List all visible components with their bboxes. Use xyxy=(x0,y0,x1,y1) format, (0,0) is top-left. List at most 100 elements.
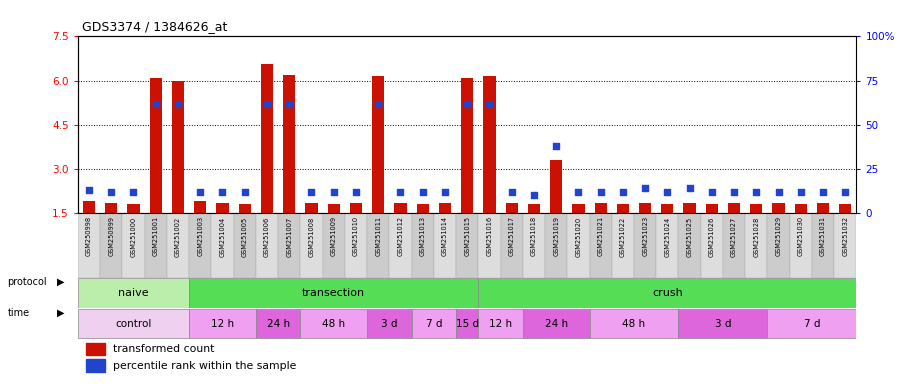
Text: 3 d: 3 d xyxy=(381,319,398,329)
Bar xyxy=(478,278,856,308)
Text: 24 h: 24 h xyxy=(545,319,568,329)
Text: GSM251010: GSM251010 xyxy=(353,216,359,257)
Text: GSM251027: GSM251027 xyxy=(731,216,737,257)
Point xyxy=(104,189,118,195)
Bar xyxy=(590,213,612,278)
Bar xyxy=(86,359,105,372)
Point xyxy=(282,101,297,107)
Bar xyxy=(701,213,723,278)
Bar xyxy=(328,204,340,213)
Bar xyxy=(194,201,206,213)
Bar xyxy=(594,203,606,213)
Bar xyxy=(523,213,545,278)
Bar xyxy=(612,213,634,278)
Bar xyxy=(545,213,567,278)
Bar xyxy=(127,204,139,213)
Point xyxy=(616,189,630,195)
Text: 7 d: 7 d xyxy=(803,319,820,329)
Bar xyxy=(105,203,117,213)
Bar xyxy=(750,204,762,213)
Bar xyxy=(634,213,656,278)
Point xyxy=(460,101,474,107)
Point xyxy=(170,101,185,107)
Text: ▶: ▶ xyxy=(57,277,64,287)
Bar xyxy=(234,213,256,278)
Bar xyxy=(149,78,162,213)
Bar xyxy=(639,203,651,213)
Bar xyxy=(283,75,295,213)
Bar xyxy=(394,203,407,213)
Text: 24 h: 24 h xyxy=(267,319,289,329)
Point xyxy=(505,189,519,195)
Bar xyxy=(523,309,590,338)
Bar xyxy=(238,204,251,213)
Text: transformed count: transformed count xyxy=(113,344,214,354)
Bar xyxy=(261,65,273,213)
Text: GSM251028: GSM251028 xyxy=(753,216,759,257)
Bar xyxy=(78,309,189,338)
Bar xyxy=(723,213,746,278)
Bar xyxy=(590,309,679,338)
Point xyxy=(237,189,252,195)
Text: GSM250999: GSM250999 xyxy=(108,216,114,257)
Point xyxy=(482,101,496,107)
Text: GSM251025: GSM251025 xyxy=(687,216,692,257)
Point xyxy=(349,189,364,195)
Bar xyxy=(367,213,389,278)
Text: GSM251011: GSM251011 xyxy=(376,216,381,257)
Point xyxy=(682,185,697,192)
Text: GSM251001: GSM251001 xyxy=(153,216,158,257)
Point xyxy=(415,189,430,195)
Bar xyxy=(256,213,278,278)
Bar xyxy=(834,213,856,278)
Text: GSM251017: GSM251017 xyxy=(508,216,515,257)
Bar xyxy=(456,213,478,278)
Bar xyxy=(506,203,518,213)
Point xyxy=(571,189,585,195)
Bar xyxy=(616,204,629,213)
Text: GSM251031: GSM251031 xyxy=(820,216,826,257)
Bar xyxy=(372,76,385,213)
Bar xyxy=(189,309,256,338)
Bar xyxy=(500,213,523,278)
Text: 3 d: 3 d xyxy=(714,319,731,329)
Text: GSM251026: GSM251026 xyxy=(709,216,714,257)
Point xyxy=(215,189,230,195)
Text: GSM251000: GSM251000 xyxy=(130,216,136,257)
Text: GSM251030: GSM251030 xyxy=(798,216,804,257)
Bar xyxy=(679,213,701,278)
Text: GSM251004: GSM251004 xyxy=(220,216,225,257)
Bar xyxy=(728,203,740,213)
Bar xyxy=(528,204,540,213)
Text: GSM251020: GSM251020 xyxy=(575,216,582,257)
Bar xyxy=(344,213,367,278)
Bar xyxy=(417,204,429,213)
Text: GSM251009: GSM251009 xyxy=(331,216,337,257)
Bar xyxy=(167,213,189,278)
Text: ▶: ▶ xyxy=(57,308,64,318)
Bar xyxy=(768,213,790,278)
Bar xyxy=(278,213,300,278)
Bar xyxy=(300,213,322,278)
Bar xyxy=(461,78,474,213)
Bar xyxy=(82,201,95,213)
Bar xyxy=(746,213,768,278)
Bar xyxy=(705,204,718,213)
Text: GSM251018: GSM251018 xyxy=(531,216,537,257)
Point xyxy=(527,192,541,199)
Bar xyxy=(478,213,500,278)
Bar xyxy=(478,309,523,338)
Bar xyxy=(100,213,123,278)
Bar xyxy=(256,309,300,338)
Point xyxy=(326,189,341,195)
Bar xyxy=(86,343,105,355)
Bar xyxy=(216,203,229,213)
Bar xyxy=(567,213,590,278)
Text: GSM251006: GSM251006 xyxy=(264,216,270,257)
Point xyxy=(749,189,764,195)
Bar xyxy=(572,204,584,213)
Text: GSM250998: GSM250998 xyxy=(86,216,92,257)
Point xyxy=(771,189,786,195)
Bar xyxy=(456,309,478,338)
Text: percentile rank within the sample: percentile rank within the sample xyxy=(113,361,296,371)
